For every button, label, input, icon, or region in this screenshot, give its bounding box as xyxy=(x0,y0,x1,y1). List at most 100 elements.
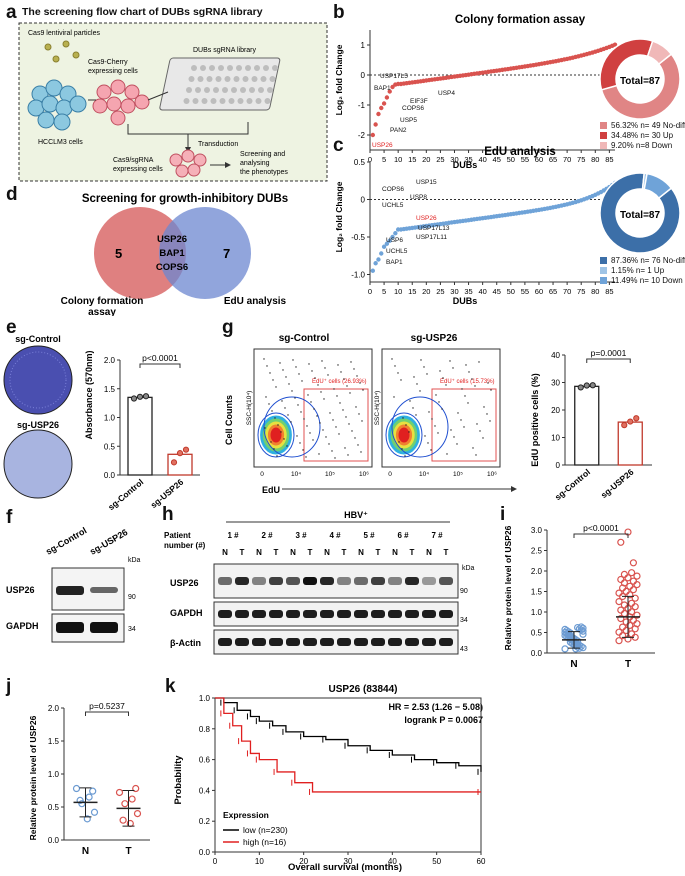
flow-event-dot xyxy=(413,376,415,378)
flow-event-dot xyxy=(427,442,429,444)
j-ytick-label: 0.0 xyxy=(48,836,60,845)
plate-well xyxy=(204,87,210,93)
flow-event-dot xyxy=(313,408,315,410)
b-xtick-label: 55 xyxy=(521,155,529,164)
h-lane-t: T xyxy=(308,548,313,557)
c-xtick-label: 0 xyxy=(368,287,372,296)
flow-event-dot xyxy=(431,418,433,420)
plate-well xyxy=(206,76,213,82)
flow-outer-contour xyxy=(263,396,321,458)
km-ylabel: Probability xyxy=(173,755,184,805)
flow-outer-contour xyxy=(391,396,449,458)
j-dot xyxy=(128,795,136,803)
g-dot xyxy=(577,384,584,391)
h-band xyxy=(337,577,351,585)
flow-event-dot xyxy=(434,425,436,427)
legend-text: 11.49% n= 10 Down xyxy=(611,276,683,285)
flow-event-dot xyxy=(340,371,342,373)
flow-event-dot xyxy=(409,400,411,402)
flow-event-dot xyxy=(274,417,276,419)
j-sd-cap xyxy=(79,787,92,818)
i-dot xyxy=(622,618,630,626)
flow-event-dot xyxy=(319,422,321,424)
flow-event-dot xyxy=(460,419,462,421)
h-band xyxy=(218,610,232,618)
panel-label-c: c xyxy=(333,135,344,156)
flow-event-dot xyxy=(301,380,303,382)
flow-event-dot xyxy=(308,363,310,365)
b-xtick-label: 40 xyxy=(478,155,486,164)
flow-event-dot xyxy=(357,444,359,446)
flow-event-dot xyxy=(281,400,283,402)
edu-scatter-chart: EdU analysis Log₂ fold Change DUBs 0.50-… xyxy=(334,146,618,306)
i-dot xyxy=(615,589,623,597)
flow-event-dot xyxy=(465,364,467,366)
e-xlabel: sg-Control xyxy=(106,477,145,510)
flow-event-dot xyxy=(405,424,407,426)
flow-event-dot xyxy=(464,395,466,397)
i-dot xyxy=(615,597,623,606)
panel-label-a: a xyxy=(6,2,17,23)
flow-event-dot xyxy=(337,364,339,366)
h-blot xyxy=(213,563,459,599)
venn-left-count: 5 xyxy=(115,246,122,261)
legend-swatch xyxy=(600,257,607,264)
i-dot xyxy=(561,645,569,653)
flow-xtick-label: 0 xyxy=(388,471,392,478)
h-lane-t: T xyxy=(342,548,347,557)
h-band xyxy=(252,610,266,618)
i-dot xyxy=(561,631,569,640)
e-sig-bracket xyxy=(139,363,181,368)
flow-event-dot xyxy=(426,373,428,375)
plate-well xyxy=(258,87,264,93)
flow-event-dot xyxy=(452,367,454,369)
panel-label-k: k xyxy=(165,676,176,697)
h-band xyxy=(337,638,351,646)
panel-e: sg-Control sg-USP26 Absorbance (570nm) 0… xyxy=(3,334,200,510)
h-band xyxy=(422,638,436,646)
j-dot xyxy=(119,816,127,824)
flow-event-dot xyxy=(270,441,272,443)
flow-event-dot xyxy=(299,442,301,444)
flow-event-dot xyxy=(317,384,319,386)
flow-event-dot xyxy=(446,453,448,455)
flow-event-dot xyxy=(348,423,350,425)
flow-event-dot xyxy=(463,426,465,428)
b-ytick-label: -1 xyxy=(358,101,366,110)
b-ytick-label: 1 xyxy=(361,41,366,50)
flow-density-contour xyxy=(270,427,282,443)
flow-event-dot xyxy=(350,361,352,363)
panel-label-b: b xyxy=(333,2,345,23)
j-ytick-label: 0.5 xyxy=(48,803,60,812)
g-dot xyxy=(589,382,596,389)
j-ytick-label: 1.0 xyxy=(48,770,60,779)
f-kda-label: kDa xyxy=(128,557,141,564)
flow-event-dot xyxy=(435,394,437,396)
colony-donut-total: Total=87 xyxy=(620,76,661,87)
h-lane-n: N xyxy=(290,548,296,557)
i-dot xyxy=(573,623,582,632)
dish-label-usp26: sg-USP26 xyxy=(17,420,59,430)
plate-well xyxy=(227,65,233,71)
h-lane-t: T xyxy=(410,548,415,557)
flow-event-dot xyxy=(283,438,285,440)
h-band xyxy=(286,610,300,618)
c-axis xyxy=(369,162,615,283)
flow-event-dot xyxy=(437,432,439,434)
flow-event-dot xyxy=(320,391,322,393)
i-sig-bracket xyxy=(573,533,629,538)
colony-xlabel: DUBs xyxy=(453,160,478,170)
h-band xyxy=(371,610,385,618)
i-dot xyxy=(626,582,634,590)
i-dot xyxy=(628,569,636,577)
e-dot xyxy=(136,393,144,400)
f-kda-90: 90 xyxy=(128,594,136,601)
flow-ssc-label: SSC-H(10⁴) xyxy=(374,391,381,426)
i-ytick-label: 1.0 xyxy=(531,608,543,617)
flow-event-dot xyxy=(397,372,399,374)
flow-event-dot xyxy=(286,445,288,447)
i-dot xyxy=(629,577,637,585)
flow-event-dot xyxy=(355,406,357,408)
cherry-label-2: expressing cells xyxy=(88,68,138,75)
plate-well xyxy=(269,76,276,82)
